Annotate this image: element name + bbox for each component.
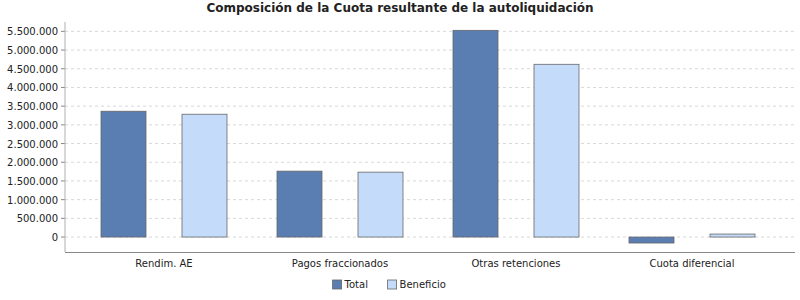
grid xyxy=(61,31,795,237)
bar xyxy=(182,114,227,237)
grid-line xyxy=(65,237,795,238)
bar xyxy=(277,171,322,237)
grid-line xyxy=(65,31,795,32)
y-tick xyxy=(61,87,65,88)
y-tick-label: 0 xyxy=(52,232,58,243)
chart: Composición de la Cuota resultante de la… xyxy=(0,0,800,300)
y-tick-label: 5.500.000 xyxy=(7,26,58,37)
y-tick-label: 5.000.000 xyxy=(7,45,58,56)
legend-swatch xyxy=(333,280,342,289)
y-axis xyxy=(65,22,66,252)
bar xyxy=(629,237,674,243)
y-tick-label: 1.000.000 xyxy=(7,195,58,206)
y-tick-label: 2.500.000 xyxy=(7,139,58,150)
x-tick-label: Cuota diferencial xyxy=(649,258,734,269)
y-tick-label: 3.500.000 xyxy=(7,101,58,112)
y-tick xyxy=(61,162,65,163)
grid-line xyxy=(65,50,795,51)
grid-line xyxy=(65,87,795,88)
x-tick-label: Otras retenciones xyxy=(472,258,561,269)
bars xyxy=(101,30,755,243)
y-tick-label: 3.000.000 xyxy=(7,120,58,131)
x-axis xyxy=(65,252,795,253)
bar xyxy=(101,111,146,237)
grid-line xyxy=(65,143,795,144)
y-tick xyxy=(61,50,65,51)
bar xyxy=(358,172,403,237)
bar xyxy=(710,234,755,237)
y-tick-label: 4.000.000 xyxy=(7,82,58,93)
y-tick-label: 2.000.000 xyxy=(7,157,58,168)
legend-label: Beneficio xyxy=(400,279,446,290)
legend: Total Beneficio xyxy=(333,279,446,290)
y-tick-label: 500.000 xyxy=(17,213,58,224)
grid-line xyxy=(65,199,795,200)
bar xyxy=(453,30,498,237)
grid-line xyxy=(65,218,795,219)
background xyxy=(0,0,800,300)
x-tick-label: Pagos fraccionados xyxy=(292,258,388,269)
legend-label: Total xyxy=(344,279,368,290)
y-tick xyxy=(61,143,65,144)
y-tick xyxy=(61,218,65,219)
y-tick-label: 1.500.000 xyxy=(7,176,58,187)
bar xyxy=(534,64,579,237)
x-tick-label: Rendim. AE xyxy=(135,258,192,269)
grid-line xyxy=(65,180,795,181)
title: Composición de la Cuota resultante de la… xyxy=(206,1,593,15)
y-tick xyxy=(61,31,65,32)
y-tick-label: 4.500.000 xyxy=(7,64,58,75)
grid-line xyxy=(65,124,795,125)
y-tick xyxy=(61,180,65,181)
y-tick xyxy=(61,124,65,125)
y-tick xyxy=(61,237,65,238)
y-tick xyxy=(61,68,65,69)
y-tick xyxy=(61,106,65,107)
legend-swatch xyxy=(388,280,397,289)
grid-line xyxy=(65,68,795,69)
grid-line xyxy=(65,162,795,163)
y-tick xyxy=(61,199,65,200)
grid-line xyxy=(65,106,795,107)
